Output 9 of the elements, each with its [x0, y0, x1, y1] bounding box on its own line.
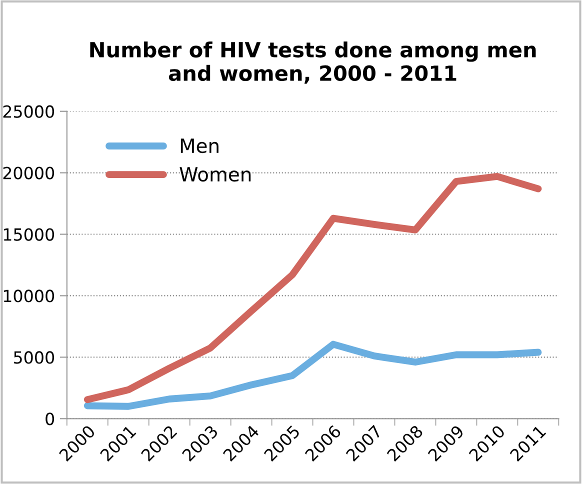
y-tick-label: 25000	[3, 105, 54, 118]
y-tick-label: 10000	[4, 290, 54, 302]
y-tick-label: 0	[46, 412, 54, 426]
legend-label: Men	[180, 138, 218, 154]
legend-label: Women	[180, 167, 251, 182]
y-tick-label: 15000	[4, 228, 54, 241]
chart-title: Number of HIV tests done among men and women, 2000 - 2011	[90, 41, 536, 84]
y-tick-label: 5000	[14, 351, 54, 364]
y-tick-label: 20000	[3, 166, 54, 180]
